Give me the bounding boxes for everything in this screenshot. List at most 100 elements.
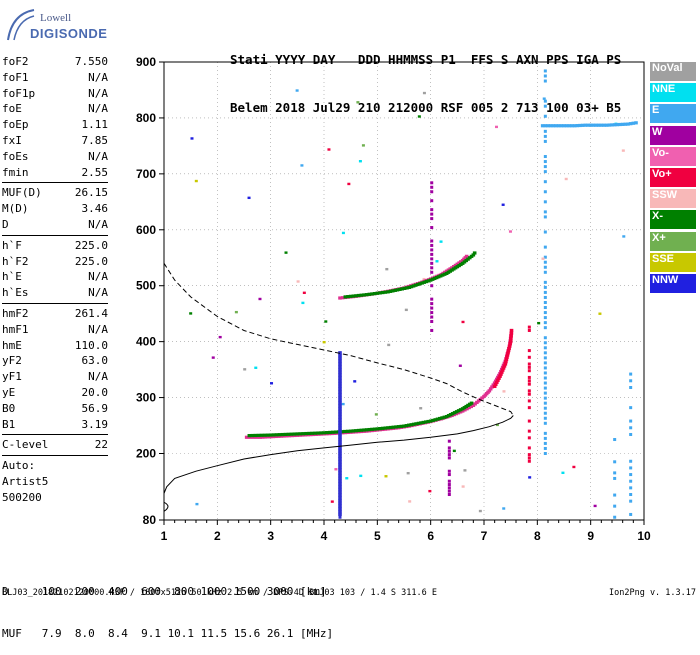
param-row: hmF1 N/A <box>2 322 108 338</box>
echo-mark <box>629 479 633 483</box>
trace-point <box>298 432 303 436</box>
trace-point <box>370 427 374 431</box>
trace-point <box>409 285 414 289</box>
echo-mark <box>447 456 451 460</box>
trace-point <box>292 432 297 436</box>
echo-mark <box>430 181 434 185</box>
param-row: B1 3.19 <box>2 417 108 433</box>
echo-mark <box>284 251 288 254</box>
x-tick-label: 3 <box>267 529 274 543</box>
trace-point <box>271 434 276 439</box>
trace-point <box>254 435 259 439</box>
trace-point <box>274 433 279 437</box>
echo-mark <box>527 456 531 460</box>
trace-point <box>354 294 358 298</box>
trace-point <box>370 292 374 296</box>
echo-mark <box>430 257 434 261</box>
echo-mark <box>302 291 306 295</box>
param-name: hmF2 <box>2 306 29 320</box>
echo-mark <box>495 423 499 427</box>
trace-point <box>328 430 332 435</box>
trace-point <box>469 401 474 405</box>
echo-mark <box>543 311 547 315</box>
trace-point <box>338 499 342 503</box>
trace-point <box>338 387 342 391</box>
trace-point <box>351 294 356 298</box>
y-tick-label: 300 <box>136 391 156 405</box>
legend-item: E <box>650 104 696 124</box>
echo-mark <box>430 252 434 256</box>
echo-mark <box>543 155 547 159</box>
param-separator <box>2 302 108 304</box>
param-value: 261.4 <box>74 306 108 320</box>
trace-point <box>436 275 441 279</box>
echo-mark <box>543 245 547 249</box>
echo-mark <box>341 402 345 406</box>
echo-mark <box>404 308 408 312</box>
echo-mark <box>527 369 531 373</box>
trace-point <box>338 407 342 411</box>
trace-point <box>265 433 270 437</box>
echo-mark <box>430 328 434 332</box>
echo-mark <box>613 476 617 480</box>
station-header: Stati YYYY DAY DDD HHMMSS P1 FFS S AXN P… <box>230 20 621 132</box>
param-value: N/A <box>88 270 108 284</box>
param-value: N/A <box>88 286 108 300</box>
echo-mark <box>430 217 434 221</box>
echo-mark <box>385 267 389 271</box>
legend-item: NNE <box>650 83 696 103</box>
trace-point <box>268 433 273 437</box>
legend-item: X+ <box>650 231 696 251</box>
header-field-names: Stati YYYY DAY DDD HHMMSS P1 FFS S AXN P… <box>230 52 622 67</box>
echo-mark <box>543 79 547 83</box>
trace-point <box>416 421 421 425</box>
param-value: 225.0 <box>74 254 108 268</box>
echo-mark <box>543 180 547 184</box>
echo-mark <box>543 431 547 435</box>
file-info: BLJ03_20182102120000.RSF / 180fx512h 50 … <box>2 588 437 598</box>
echo-mark <box>543 406 547 410</box>
trace-point <box>364 428 369 432</box>
param-value: N/A <box>88 370 108 384</box>
trace-point <box>338 384 342 388</box>
trace-point <box>375 291 380 295</box>
trace-point <box>338 443 342 447</box>
trace-point <box>378 291 382 295</box>
echo-mark <box>338 515 342 519</box>
param-name: D <box>2 217 9 231</box>
echo-mark <box>296 280 300 283</box>
echo-mark <box>527 365 531 369</box>
echo-mark <box>543 200 547 204</box>
trace-point <box>250 433 255 438</box>
param-name: MUF(D) <box>2 186 42 200</box>
echo-mark <box>527 349 531 353</box>
echo-mark <box>430 270 434 274</box>
echo-mark <box>430 306 434 310</box>
echo-mark <box>359 474 363 478</box>
trace-point <box>338 510 342 514</box>
trace-point <box>496 378 500 382</box>
trace-point <box>583 123 588 127</box>
trace-point <box>487 389 492 393</box>
echo-mark <box>447 453 451 457</box>
muf-value-row: MUF 7.9 8.0 8.4 9.1 10.1 11.5 15.6 26.1 … <box>2 627 334 640</box>
param-value: 110.0 <box>74 338 108 352</box>
trace-point <box>509 337 513 341</box>
echo-mark <box>543 366 547 370</box>
trace-point <box>507 346 511 350</box>
trace-point <box>348 294 353 298</box>
echo-mark <box>629 379 633 383</box>
trace-point <box>338 365 342 369</box>
echo-mark <box>527 429 531 433</box>
echo-mark <box>384 475 388 478</box>
param-row: foF2 7.550 <box>2 54 108 70</box>
echo-mark <box>430 243 434 247</box>
trace-point <box>422 280 427 284</box>
trace-point <box>248 435 252 439</box>
echo-mark <box>195 502 199 506</box>
echo-mark <box>629 406 633 410</box>
electron-density-profile <box>163 263 514 512</box>
trace-point <box>307 431 311 436</box>
trace-point <box>562 124 566 128</box>
trace-point <box>458 410 463 414</box>
